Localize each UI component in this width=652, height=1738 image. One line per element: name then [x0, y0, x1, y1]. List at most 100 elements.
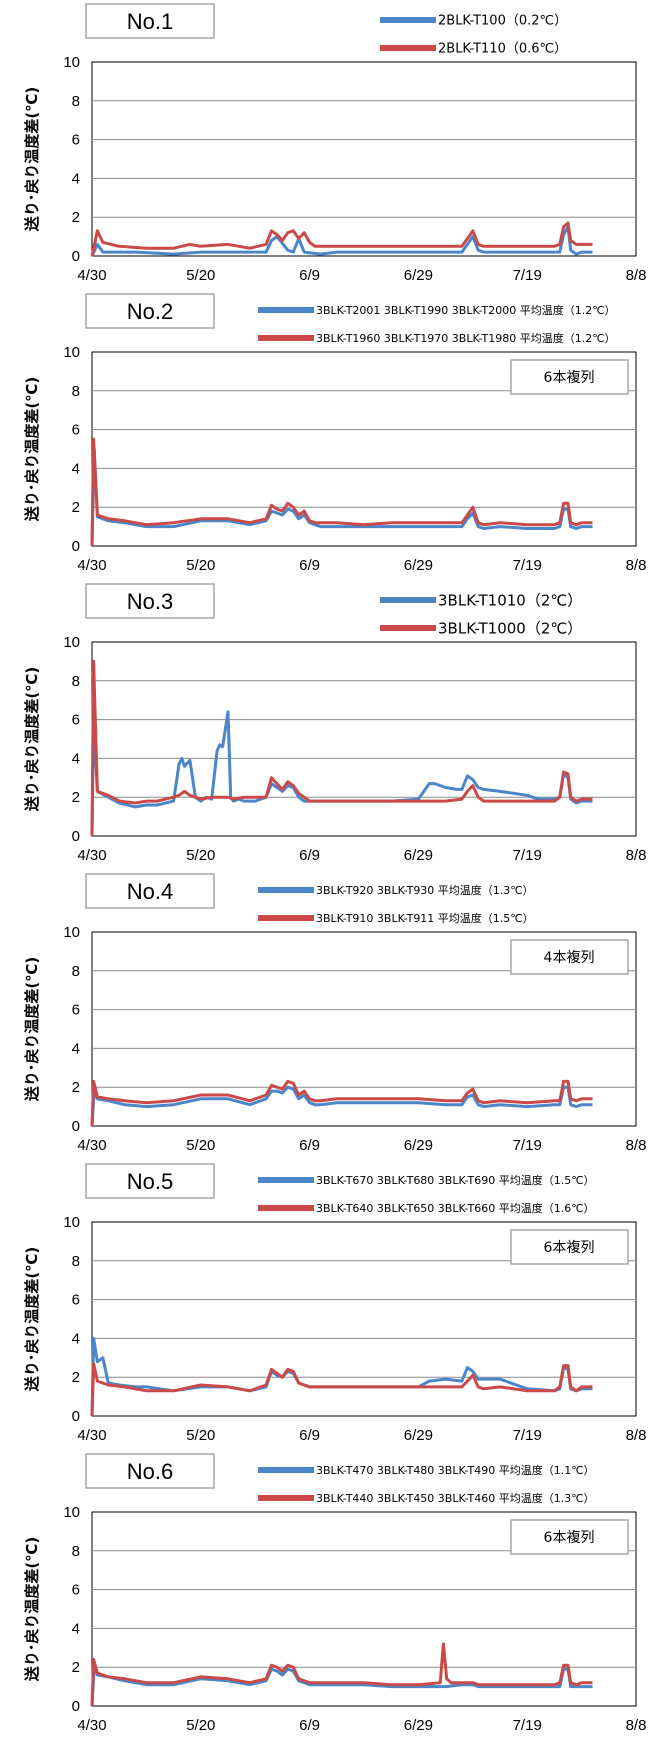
annotation-box: [510, 359, 629, 395]
y-axis-title: 送り･戻り温度差(℃): [23, 1537, 41, 1682]
x-tick-label: 4/30: [77, 1427, 106, 1444]
y-tick-label: 10: [63, 634, 80, 651]
x-tick-label: 6/9: [299, 1137, 320, 1154]
y-tick-label: 0: [72, 1118, 80, 1135]
legend-label: 3BLK-T1000（2℃）: [438, 619, 582, 637]
y-tick-label: 10: [63, 1214, 80, 1231]
panel-label: No.2: [127, 299, 173, 324]
x-tick-label: 7/19: [513, 267, 542, 284]
series-line-2: [90, 1642, 593, 1707]
y-tick-label: 2: [72, 209, 80, 226]
annotation-box: [510, 1229, 629, 1265]
x-tick-label: 8/8: [626, 267, 647, 284]
legend-label: 3BLK-T670 3BLK-T680 3BLK-T690 平均温度（1.5℃）: [316, 1173, 595, 1187]
panel-label: No.6: [127, 1459, 173, 1484]
panel-label-box: [85, 583, 215, 619]
panel-label-box: [85, 3, 215, 39]
x-tick-label: 6/29: [404, 1717, 433, 1734]
y-tick-label: 0: [72, 248, 80, 265]
y-tick-label: 2: [72, 1079, 80, 1096]
y-tick-label: 8: [72, 963, 80, 980]
y-axis-title: 送り･戻り温度差(℃): [23, 957, 41, 1102]
legend-label: 2BLK-T110（0.6℃）: [438, 42, 567, 57]
x-tick-label: 8/8: [626, 1717, 647, 1734]
legend-label: 3BLK-T910 3BLK-T911 平均温度（1.5℃）: [316, 911, 534, 925]
y-tick-label: 6: [72, 1582, 80, 1599]
chart-panel-5: 0 2 4 6 8 10 4/30 5/20 6/9 6/29 7/19 8/8 送り･戻り温度差(℃)…: [23, 1163, 647, 1444]
x-tick-label: 5/20: [186, 1427, 215, 1444]
chart-panel-6: 0 2 4 6 8 10 4/30 5/20 6/9 6/29 7/19 8/8 送り･戻り温度差(℃)…: [23, 1453, 647, 1734]
series-line-2: [90, 1362, 593, 1417]
x-tick-label: 8/8: [626, 1137, 647, 1154]
annotation-label: 6本複列: [544, 369, 595, 386]
x-tick-label: 7/19: [513, 1717, 542, 1734]
y-tick-label: 2: [72, 789, 80, 806]
y-tick-label: 0: [72, 828, 80, 845]
chart-panel-4: 0 2 4 6 8 10 4/30 5/20 6/9 6/29 7/19 8/8 送り･戻り温度差(℃)…: [23, 873, 647, 1154]
x-tick-label: 5/20: [186, 1717, 215, 1734]
x-tick-label: 4/30: [77, 1717, 106, 1734]
y-tick-label: 4: [72, 170, 80, 187]
x-tick-label: 8/8: [626, 1427, 647, 1444]
annotation-label: 4本複列: [544, 949, 595, 966]
x-tick-label: 6/9: [299, 557, 320, 574]
x-tick-label: 5/20: [186, 557, 215, 574]
y-tick-label: 2: [72, 499, 80, 516]
x-tick-label: 6/29: [404, 1137, 433, 1154]
panel-label-box: [85, 293, 215, 329]
panel-label-box: [85, 1453, 215, 1489]
y-tick-label: 8: [72, 93, 80, 110]
y-tick-label: 0: [72, 1698, 80, 1715]
legend-label: 3BLK-T920 3BLK-T930 平均温度（1.3℃）: [316, 883, 534, 897]
y-tick-label: 4: [72, 1620, 80, 1637]
y-tick-label: 2: [72, 1369, 80, 1386]
x-tick-label: 7/19: [513, 1427, 542, 1444]
legend-label: 2BLK-T100（0.2℃）: [438, 14, 567, 29]
x-tick-label: 7/19: [513, 1137, 542, 1154]
y-tick-label: 8: [72, 1253, 80, 1270]
legend-label: 3BLK-T1010（2℃）: [438, 591, 582, 609]
y-tick-label: 6: [72, 422, 80, 439]
annotation-box: [510, 939, 629, 975]
panel-label-box: [85, 873, 215, 909]
y-axis-title: 送り･戻り温度差(℃): [23, 87, 41, 232]
plot-area-frame: [91, 61, 637, 257]
y-axis-title: 送り･戻り温度差(℃): [23, 1247, 41, 1392]
y-tick-label: 4: [72, 1040, 80, 1057]
x-tick-label: 6/9: [299, 267, 320, 284]
y-tick-label: 6: [72, 1002, 80, 1019]
y-tick-label: 8: [72, 1543, 80, 1560]
x-tick-label: 5/20: [186, 847, 215, 864]
x-tick-label: 4/30: [77, 1137, 106, 1154]
annotation-label: 6本複列: [544, 1239, 595, 1256]
y-axis-title: 送り･戻り温度差(℃): [23, 667, 41, 812]
x-tick-label: 7/19: [513, 557, 542, 574]
x-tick-label: 5/20: [186, 267, 215, 284]
x-tick-label: 8/8: [626, 847, 647, 864]
y-tick-label: 10: [63, 54, 80, 71]
x-tick-label: 4/30: [77, 847, 106, 864]
panel-label-box: [85, 1163, 215, 1199]
y-tick-label: 10: [63, 344, 80, 361]
y-tick-label: 6: [72, 1292, 80, 1309]
legend-label: 3BLK-T640 3BLK-T650 3BLK-T660 平均温度（1.6℃）: [316, 1201, 595, 1215]
x-tick-label: 8/8: [626, 557, 647, 574]
legend-label: 3BLK-T1960 3BLK-T1970 3BLK-T1980 平均温度（1.…: [316, 331, 616, 345]
panel-label: No.3: [127, 589, 173, 614]
series-line-2: [90, 437, 593, 547]
y-tick-label: 8: [72, 383, 80, 400]
x-tick-label: 5/20: [186, 1137, 215, 1154]
y-tick-label: 4: [72, 460, 80, 477]
legend-label: 3BLK-T440 3BLK-T450 3BLK-T460 平均温度（1.3℃）: [316, 1491, 595, 1505]
series-line-1: [90, 710, 593, 837]
panel-label: No.4: [127, 879, 173, 904]
chart-panel-3: 0 2 4 6 8 10 4/30 5/20 6/9 6/29 7/19 8/8 送り･戻り温度差(℃)…: [23, 583, 647, 864]
x-tick-label: 6/29: [404, 1427, 433, 1444]
panel-label: No.1: [127, 9, 173, 34]
plot-area-frame: [91, 641, 637, 837]
x-tick-label: 7/19: [513, 847, 542, 864]
chart-panel-1: 0 2 4 6 8 10 4/30 5/20 6/9 6/29 7/19 8/8 送り･戻り温度差(℃)…: [23, 3, 647, 284]
y-axis-title: 送り･戻り温度差(℃): [23, 377, 41, 522]
y-tick-label: 6: [72, 132, 80, 149]
